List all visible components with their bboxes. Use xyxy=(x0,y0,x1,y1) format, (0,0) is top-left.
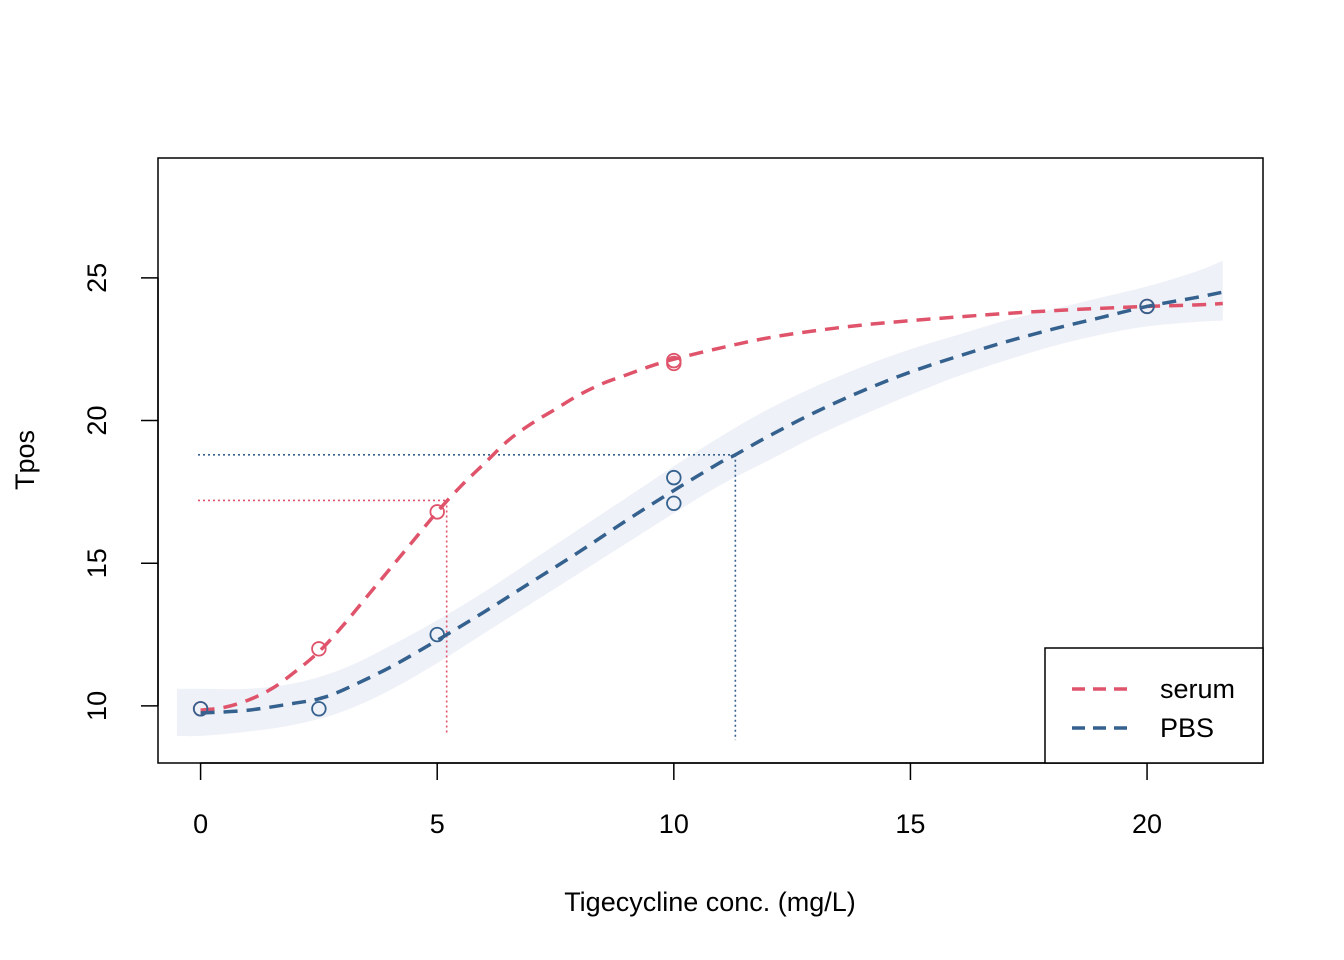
x-axis-title: Tigecycline conc. (mg/L) xyxy=(564,887,856,917)
fit-curve-serum xyxy=(200,301,1223,712)
fit-curve-pbs xyxy=(200,290,1224,715)
data-point-pbs-1 xyxy=(311,701,327,717)
x-tick-label: 5 xyxy=(430,809,445,839)
reference-lines-layer xyxy=(198,453,737,741)
y-tick-label: 10 xyxy=(82,691,112,721)
fit-curves-layer xyxy=(200,290,1224,715)
data-point-pbs-4 xyxy=(666,495,682,512)
legend-box xyxy=(1044,647,1264,764)
data-point-serum-4 xyxy=(666,352,682,369)
x-tick-label: 10 xyxy=(659,809,689,839)
data-point-serum-2 xyxy=(429,504,445,520)
data-point-pbs-3 xyxy=(666,469,682,486)
y-tick-label: 25 xyxy=(82,263,112,293)
data-point-serum-1 xyxy=(311,641,327,657)
data-point-pbs-5 xyxy=(1139,298,1155,315)
y-axis: 10 15 20 25 xyxy=(82,263,159,721)
x-tick-label: 20 xyxy=(1132,809,1162,839)
y-tick-label: 15 xyxy=(82,548,112,578)
legend-serum-label: serum xyxy=(1160,674,1235,704)
confidence-band-layer xyxy=(176,260,1223,737)
data-point-pbs-0 xyxy=(192,701,209,717)
x-axis: 0 5 10 15 20 xyxy=(193,762,1162,839)
y-tick-label: 20 xyxy=(82,406,112,436)
x-tick-label: 15 xyxy=(895,809,925,839)
data-point-pbs-2 xyxy=(429,626,445,643)
legend-pbs-label: PBS xyxy=(1160,713,1214,743)
band-pbs xyxy=(176,260,1223,737)
legend: serum PBS xyxy=(1044,647,1264,764)
data-points-layer xyxy=(192,298,1155,717)
y-axis-title: Tpos xyxy=(10,430,40,490)
x-tick-label: 0 xyxy=(193,809,208,839)
